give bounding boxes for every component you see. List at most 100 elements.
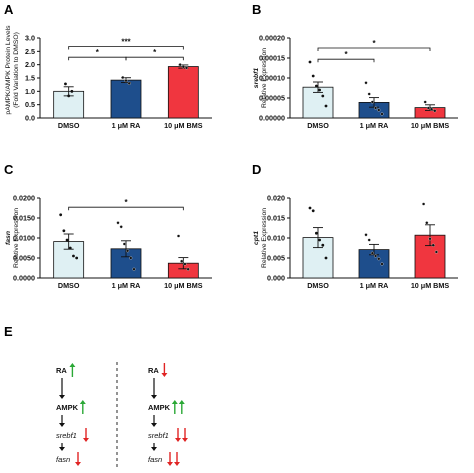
data-point xyxy=(65,238,69,242)
data-point xyxy=(124,79,128,83)
up-arrow-icon xyxy=(69,363,76,377)
x-category-label: 1 μM RA xyxy=(360,121,389,130)
data-point xyxy=(311,209,315,213)
x-category-label: 10 μM BMS xyxy=(411,121,450,130)
y-axis-label-sub: (Fold Variation to DMSO) xyxy=(13,32,20,108)
data-point xyxy=(364,81,368,85)
x-category-label: DMSO xyxy=(58,281,80,290)
panel-letter-d: D xyxy=(252,162,261,177)
x-category-label: DMSO xyxy=(58,121,80,130)
data-point xyxy=(374,106,378,110)
data-point xyxy=(318,238,321,242)
bar-3 xyxy=(414,234,446,279)
pathway-node-right: AMPK xyxy=(148,403,171,412)
data-point xyxy=(374,254,378,258)
data-point xyxy=(377,108,381,112)
data-point xyxy=(132,267,136,271)
data-point xyxy=(324,104,328,108)
data-point xyxy=(116,221,120,225)
y-tick-label: 1.0 xyxy=(25,87,35,96)
x-category-label: DMSO xyxy=(307,121,329,130)
data-point xyxy=(367,92,371,96)
arrow-head xyxy=(171,400,178,404)
pathway-diagram: RA AMPK srebf1 fasn RA AMPK srebf1 fasn xyxy=(56,362,188,468)
pathway-node-left: AMPK xyxy=(56,403,79,412)
data-point xyxy=(62,229,66,233)
data-point xyxy=(127,81,131,85)
pathway-node-left: fasn xyxy=(56,455,70,464)
data-point xyxy=(370,251,374,255)
pathway-node-right: srebf1 xyxy=(148,431,169,440)
data-point xyxy=(68,246,72,250)
y-tick-label: 0.0200 xyxy=(13,194,35,203)
data-point xyxy=(364,233,368,237)
arrow-head xyxy=(182,438,188,442)
arrow-head xyxy=(175,438,181,442)
y-tick-label: 0.0000 xyxy=(13,274,35,283)
panel-letter-a: A xyxy=(4,2,14,17)
y-tick-label: 0.00000 xyxy=(259,114,285,123)
y-tick-label: 0.00015 xyxy=(259,54,285,63)
data-point xyxy=(59,213,63,217)
data-point xyxy=(72,254,75,258)
data-point xyxy=(380,262,384,266)
data-point xyxy=(186,267,190,271)
up-arrow-icon xyxy=(178,400,185,414)
pathway-arrow-head xyxy=(59,447,65,451)
data-point xyxy=(119,225,123,229)
down-arrow-icon xyxy=(174,452,180,466)
down-arrow-icon xyxy=(167,452,173,466)
data-point xyxy=(321,94,325,98)
y-axis-label: Relative Expression xyxy=(261,48,268,108)
data-point xyxy=(184,66,189,70)
data-point xyxy=(311,74,315,78)
y-axis-label: Relative Expression xyxy=(13,208,20,268)
significance-bracket xyxy=(317,47,431,51)
x-category-label: 10 μM BMS xyxy=(164,281,203,290)
significance-bracket xyxy=(317,58,375,63)
down-arrow-icon xyxy=(182,428,188,442)
pathway-arrow-head xyxy=(59,423,65,427)
up-arrow-icon xyxy=(79,400,86,414)
x-category-label: 10 μM BMS xyxy=(411,281,450,290)
arrow-head xyxy=(69,363,76,367)
y-tick-label: 1.5 xyxy=(25,74,35,83)
chart-panel-c: 0.0000 0.0050 0.0100 0.0150 0.0200 fasn Relati… xyxy=(5,194,212,290)
arrow-head xyxy=(167,462,173,466)
x-category-label: 1 μM RA xyxy=(112,121,141,130)
y-tick-label: 0.00020 xyxy=(259,34,285,43)
data-point xyxy=(308,60,312,64)
chart-panel-b: 0.00000 0.00005 0.00010 0.00015 0.00020 srebf… xyxy=(253,34,458,130)
chart-panel-a: 0.0 0.5 1.0 1.5 2.0 2.5 3.0 pAMPK/AMPK Protein … xyxy=(5,25,212,130)
y-tick-label: 2.0 xyxy=(25,60,35,69)
data-point xyxy=(318,88,321,92)
data-point xyxy=(129,256,133,260)
data-point xyxy=(367,238,371,242)
down-arrow-icon xyxy=(175,428,181,442)
bar-2 xyxy=(110,79,142,119)
data-point xyxy=(70,89,74,93)
arrow-head xyxy=(83,438,89,442)
arrow-head xyxy=(161,373,168,377)
pathway-arrow-head xyxy=(151,447,157,451)
data-point xyxy=(431,243,435,247)
data-point xyxy=(183,262,187,266)
y-tick-label: 0.0100 xyxy=(13,234,35,243)
panel-letter-c: C xyxy=(4,162,14,177)
x-category-label: 10 μM BMS xyxy=(164,121,203,130)
data-point xyxy=(423,100,427,104)
down-arrow-icon xyxy=(161,363,168,377)
chart-panel-d: 0.000 0.005 0.010 0.015 0.020 cpt1 Relative Ex… xyxy=(253,194,458,290)
significance-label: * xyxy=(344,50,348,59)
significance-bracket xyxy=(68,56,127,61)
significance-label: * xyxy=(153,48,157,57)
arrow-head xyxy=(178,400,185,404)
data-point xyxy=(370,100,374,104)
data-point xyxy=(433,109,437,113)
significance-label: *** xyxy=(121,38,131,47)
data-point xyxy=(315,231,318,235)
data-point xyxy=(67,94,71,98)
panel-letter-b: B xyxy=(252,2,261,17)
data-point xyxy=(434,250,438,254)
